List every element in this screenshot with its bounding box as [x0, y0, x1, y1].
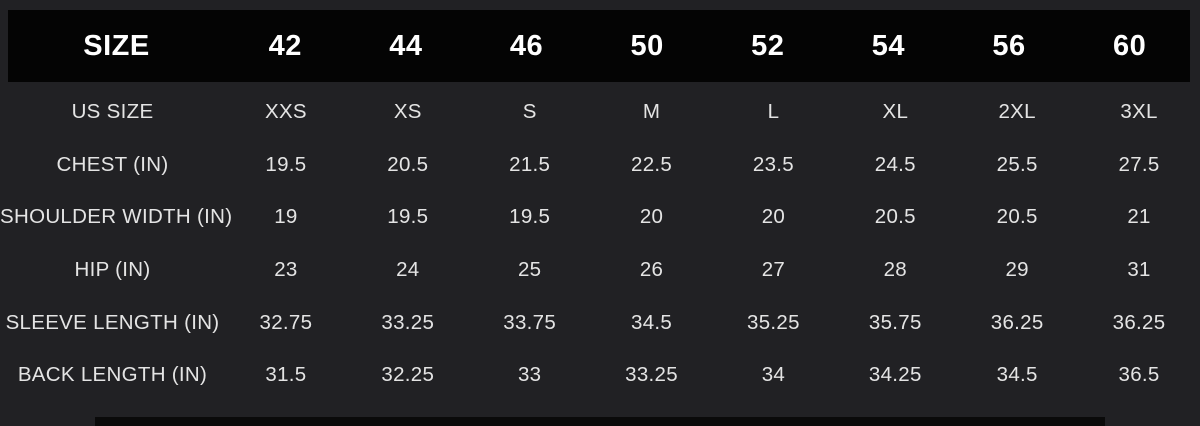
cropped-next-section-bar	[95, 417, 1105, 426]
measurement-value: 24.5	[874, 152, 916, 176]
measurement-value: 24	[396, 258, 420, 282]
measurement-value: 23.5	[752, 152, 794, 176]
measurement-value: 35.25	[747, 310, 800, 334]
measurement-value: 27	[761, 258, 786, 282]
measurement-value: 25	[517, 258, 542, 282]
measurement-value: M	[642, 100, 661, 124]
measurement-value: 27.5	[1118, 152, 1160, 176]
measurement-value: L	[767, 100, 780, 124]
header-size-value: 46	[509, 29, 544, 62]
measurement-value: 33	[517, 363, 542, 387]
header-size-value: 50	[630, 29, 664, 62]
measurement-value: 35.75	[868, 310, 922, 334]
measurement-value: 34.5	[996, 363, 1038, 387]
measurement-value: 20	[639, 205, 664, 229]
measurement-value: 32.75	[259, 310, 313, 334]
measurement-value: XXS	[264, 100, 307, 124]
header-size-label: SIZE	[83, 29, 150, 62]
measurement-value: 34	[761, 363, 786, 387]
measurement-value: 19.5	[265, 152, 307, 176]
row-measurement-label: SHOULDER WIDTH (IN)	[0, 205, 233, 229]
table-row: SHOULDER WIDTH (IN) 19 19.5 19.5 20 20 20.5 20.…	[0, 191, 1200, 244]
table-row: CHEST (IN) 19.5 20.5 21.5 22.5 23.5 24.5 25.5 27…	[0, 139, 1200, 192]
measurement-value: 20	[761, 205, 786, 229]
measurement-value: 29	[1005, 258, 1029, 282]
header-size-value: 60	[1113, 29, 1147, 62]
table-row: SLEEVE LENGTH (IN) 32.75 33.25 33.75 34.5 35.…	[0, 296, 1200, 349]
measurement-value: 31	[1127, 258, 1151, 282]
measurement-value: 20.5	[874, 205, 916, 229]
table-row: HIP (IN) 23 24 25 26 27 28 29 31	[0, 244, 1200, 297]
row-measurement-label: US SIZE	[71, 100, 154, 124]
measurement-value: XL	[882, 100, 909, 124]
measurement-value: 26	[639, 258, 664, 282]
header-size-value: 44	[389, 29, 423, 62]
header-size-value: 42	[268, 29, 302, 62]
row-measurement-label: CHEST (IN)	[56, 152, 169, 176]
measurement-value: 22.5	[631, 152, 673, 176]
measurement-value: 23	[274, 258, 298, 282]
measurement-value: 20.5	[996, 205, 1038, 229]
measurement-value: S	[522, 100, 537, 124]
measurement-value: 33.75	[503, 310, 557, 334]
measurement-value: 21	[1127, 205, 1151, 229]
measurement-value: 2XL	[998, 100, 1036, 124]
measurement-value: 36.25	[1112, 310, 1166, 334]
measurement-value: 25.5	[996, 152, 1038, 176]
row-measurement-label: HIP (IN)	[74, 258, 151, 282]
header-size-value: 52	[751, 29, 785, 62]
measurement-value: 33.25	[381, 310, 435, 334]
header-size-value: 56	[992, 29, 1026, 62]
measurement-value: 19	[274, 205, 298, 229]
measurement-value: 34.5	[631, 310, 673, 334]
measurement-value: 3XL	[1120, 100, 1158, 124]
measurement-value: 21.5	[509, 152, 551, 176]
measurement-value: 28	[883, 258, 908, 282]
measurement-value: 36.5	[1118, 363, 1160, 387]
measurement-value: 20.5	[387, 152, 429, 176]
measurement-value: 33.25	[625, 363, 678, 387]
measurement-value: XS	[393, 100, 422, 124]
table-row: BACK LENGTH (IN) 31.5 32.25 33 33.25 34 34.25 3…	[0, 349, 1200, 402]
header-size-value: 54	[871, 29, 906, 62]
size-chart-body: US SIZE XXS XS S M L XL 2XL 3XL CHEST (IN) 19.5 20.…	[0, 86, 1200, 402]
size-chart-header-row: SIZE 42 44 46 50 52 54 56 60	[8, 10, 1190, 82]
measurement-value: 36.25	[990, 310, 1044, 334]
table-row: US SIZE XXS XS S M L XL 2XL 3XL	[0, 86, 1200, 139]
measurement-value: 34.25	[868, 363, 922, 387]
measurement-value: 31.5	[265, 363, 307, 387]
measurement-value: 32.25	[381, 363, 435, 387]
measurement-value: 19.5	[387, 205, 429, 229]
row-measurement-label: BACK LENGTH (IN)	[17, 363, 208, 387]
measurement-value: 19.5	[509, 205, 551, 229]
row-measurement-label: SLEEVE LENGTH (IN)	[5, 310, 220, 334]
